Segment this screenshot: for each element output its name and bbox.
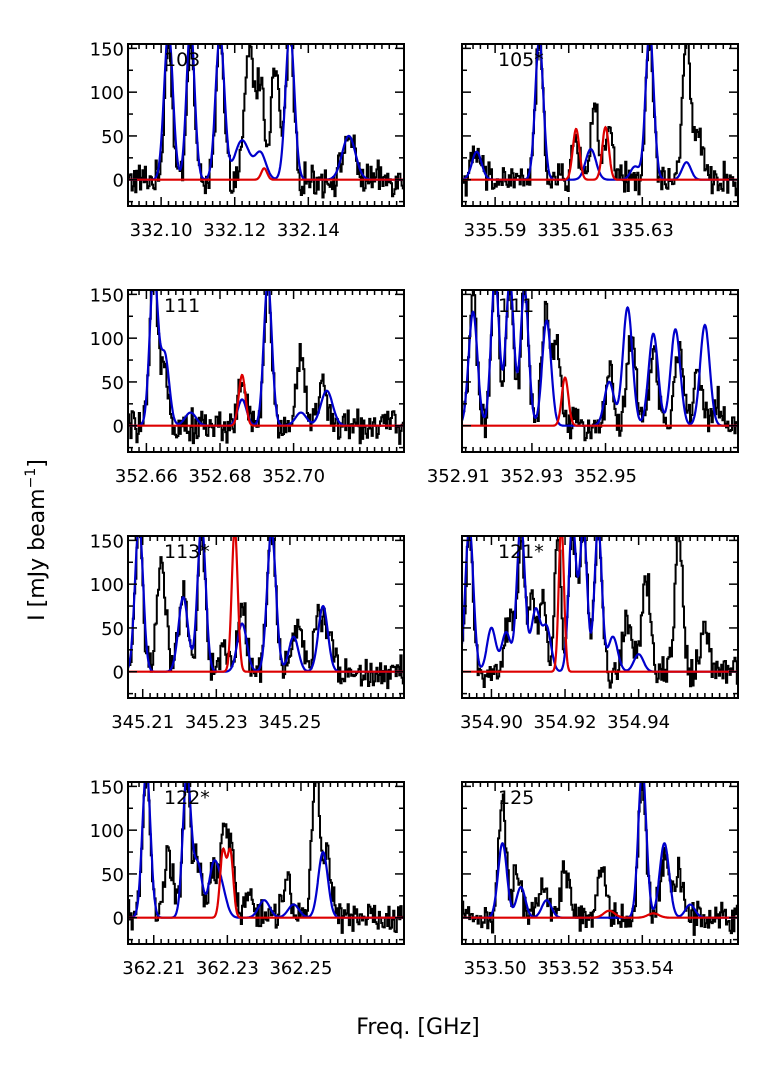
panel-label: 113* <box>164 541 210 563</box>
svg-text:I [mJy beam−1]: I [mJy beam−1] <box>23 459 50 621</box>
y-axis-title: I [mJy beam−1] <box>23 459 50 621</box>
panel-label: 105* <box>498 49 544 71</box>
panel-label: 125 <box>498 787 534 809</box>
x-tick-label: 352.66 <box>115 466 178 487</box>
x-tick-label: 345.25 <box>258 712 321 733</box>
y-tick-label: 50 <box>101 127 124 148</box>
panel-label: 111 <box>164 295 200 317</box>
y-tick-label: 100 <box>90 83 124 104</box>
target-species-spectrum <box>462 125 738 181</box>
panel-frame <box>461 289 739 453</box>
y-tick-label: 0 <box>113 417 124 438</box>
target-species-spectrum <box>128 846 404 919</box>
y-tick-label: 50 <box>101 619 124 640</box>
x-axis-title: Freq. [GHz] <box>356 1015 479 1040</box>
x-tick-label: 352.70 <box>262 466 325 487</box>
y-axis-title-superscript: −1 <box>23 468 39 489</box>
plot-area <box>128 536 404 690</box>
panel-label: 121* <box>498 541 544 563</box>
x-tick-label: 345.21 <box>111 712 174 733</box>
plot-area <box>462 44 738 197</box>
observed-spectrum <box>462 44 738 197</box>
y-tick-label: 0 <box>113 171 124 192</box>
x-tick-label: 332.14 <box>277 220 340 241</box>
x-tick-label: 354.94 <box>607 712 670 733</box>
panel-label: 111 <box>498 295 534 317</box>
spectrum-panel: 353.50 353.52 353.54 125 <box>461 781 739 979</box>
spectrum-panel: 335.59 335.61 335.63 105* <box>461 43 739 241</box>
y-axis-title-close: ] <box>25 459 50 468</box>
spectrum-panel: 352.91 352.93 352.95 111 <box>427 289 739 487</box>
x-tick-label: 362.21 <box>122 958 185 979</box>
spectrum-panel: 345.21 345.23 345.25 0 50 100 150 113* <box>90 531 405 733</box>
x-tick-label: 353.54 <box>611 958 674 979</box>
x-tick-label: 362.25 <box>269 958 332 979</box>
model-spectrum <box>462 290 738 427</box>
x-tick-label: 352.93 <box>500 466 563 487</box>
observed-spectrum <box>128 782 404 934</box>
plot-area <box>128 44 404 199</box>
y-tick-label: 150 <box>90 531 124 552</box>
plot-area <box>462 290 738 442</box>
x-tick-label: 332.10 <box>130 220 193 241</box>
y-tick-label: 0 <box>113 663 124 684</box>
target-species-spectrum <box>462 909 738 919</box>
target-species-spectrum <box>128 536 404 673</box>
spectrum-panel: 332.10 332.12 332.14 0 50 100 150 103 <box>90 39 405 241</box>
x-tick-label: 353.50 <box>464 958 527 979</box>
y-tick-label: 100 <box>90 575 124 596</box>
plot-area <box>128 290 404 445</box>
panel-frame <box>461 43 739 207</box>
x-tick-label: 352.95 <box>574 466 637 487</box>
target-species-spectrum <box>128 167 404 181</box>
panel-label: 103 <box>164 49 200 71</box>
spectrum-panel: 362.21 362.23 362.25 0 50 100 150 122* <box>90 777 405 979</box>
x-tick-label: 353.52 <box>537 958 600 979</box>
panel-frame <box>461 535 739 699</box>
x-tick-label: 335.61 <box>537 220 600 241</box>
panel-label: 122* <box>164 787 210 809</box>
y-tick-label: 100 <box>90 329 124 350</box>
observed-spectrum <box>128 44 404 199</box>
y-tick-label: 0 <box>113 909 124 930</box>
panel-frame <box>127 535 405 699</box>
y-tick-label: 50 <box>101 373 124 394</box>
panel-frame <box>127 781 405 945</box>
spectrum-panel: 352.66 352.68 352.70 0 50 100 150 111 <box>90 285 405 487</box>
model-spectrum <box>128 44 404 181</box>
plot-area <box>128 782 404 934</box>
x-tick-label: 335.59 <box>464 220 527 241</box>
plot-area <box>462 782 738 936</box>
panel-frame <box>127 289 405 453</box>
target-species-spectrum <box>462 536 738 673</box>
x-tick-label: 362.23 <box>196 958 259 979</box>
x-tick-label: 354.92 <box>534 712 597 733</box>
x-tick-label: 335.63 <box>611 220 674 241</box>
panel-frame <box>461 781 739 945</box>
x-tick-label: 354.90 <box>460 712 523 733</box>
x-tick-label: 352.91 <box>427 466 490 487</box>
model-spectrum <box>462 782 738 919</box>
x-tick-label: 332.12 <box>203 220 266 241</box>
y-tick-label: 50 <box>101 865 124 886</box>
y-tick-label: 150 <box>90 39 124 60</box>
y-tick-label: 100 <box>90 821 124 842</box>
y-tick-label: 150 <box>90 285 124 306</box>
x-tick-label: 345.23 <box>185 712 248 733</box>
target-species-spectrum <box>128 373 404 427</box>
panel-frame <box>127 43 405 207</box>
x-tick-label: 352.68 <box>189 466 252 487</box>
spectrum-panel: 354.90 354.92 354.94 121* <box>460 535 739 733</box>
target-species-spectrum <box>462 376 738 427</box>
y-tick-label: 150 <box>90 777 124 798</box>
plot-area <box>462 536 738 689</box>
